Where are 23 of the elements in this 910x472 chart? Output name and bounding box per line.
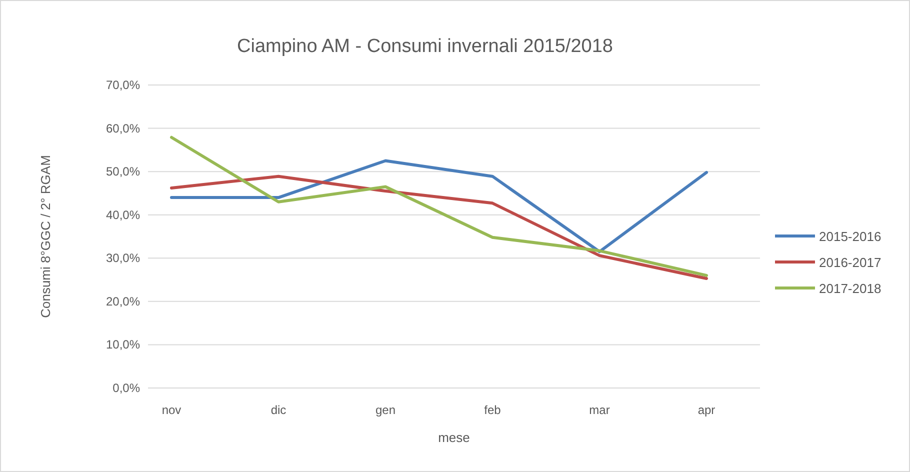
legend-label: 2015-2016 (819, 229, 882, 244)
y-tick-label: 50,0% (106, 164, 140, 179)
x-tick-label: gen (375, 403, 396, 417)
y-tick-label: 20,0% (106, 294, 140, 308)
y-tick-label: 0,0% (112, 381, 140, 395)
y-tick-label: 30,0% (106, 251, 140, 266)
x-tick-label: apr (698, 403, 716, 417)
x-tick-label: feb (484, 403, 502, 417)
y-axis-title: Consumi 8°GGC / 2° RGAM (38, 155, 53, 318)
line-series (170, 174, 708, 280)
x-tick-label: dic (270, 403, 286, 417)
legend-label: 2016-2017 (819, 255, 882, 270)
x-tick-label: nov (162, 403, 182, 417)
line-series (170, 159, 708, 254)
chart-title: Ciampino AM - Consumi invernali 2015/2018 (237, 36, 613, 57)
y-tick-label: 60,0% (106, 121, 140, 136)
legend-label: 2017-2018 (819, 281, 882, 296)
x-axis-title: mese (438, 430, 470, 445)
y-tick-label: 40,0% (106, 208, 140, 222)
y-tick-label: 10,0% (106, 338, 140, 352)
line-series (170, 136, 708, 277)
y-tick-label: 70,0% (106, 78, 140, 92)
x-tick-label: mar (589, 403, 610, 417)
